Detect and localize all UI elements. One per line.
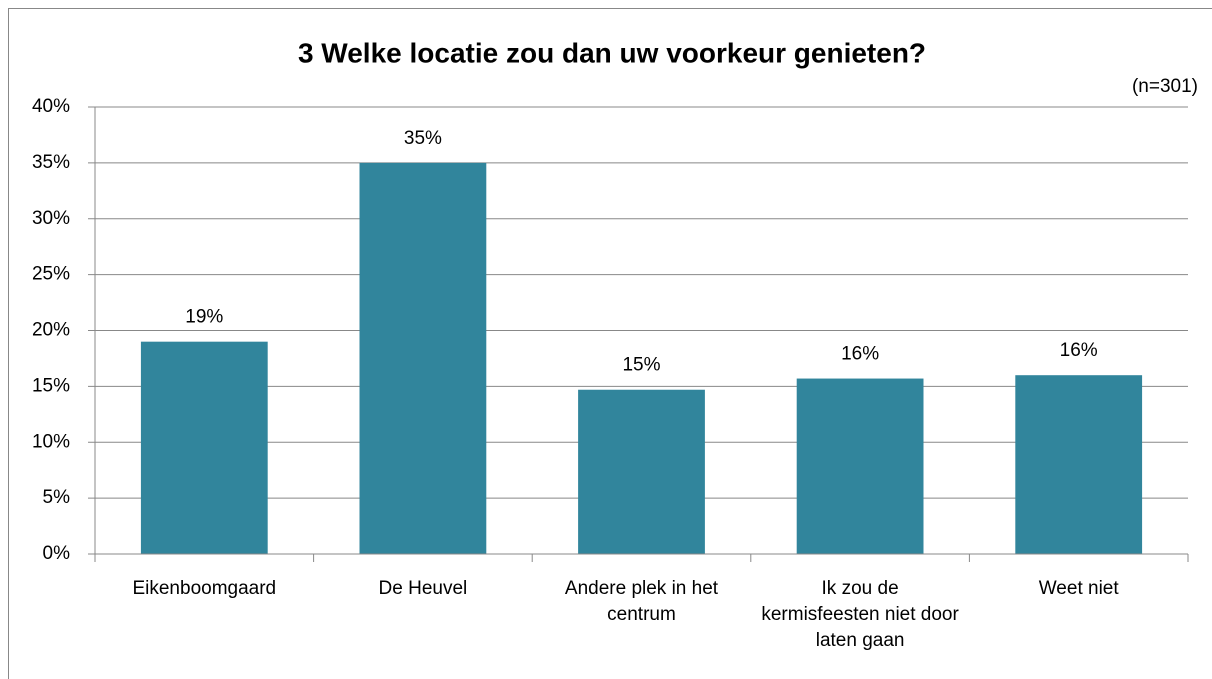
x-tick-label: Ik zou de kermisfeesten niet door laten … xyxy=(761,578,959,651)
y-tick-label: 30% xyxy=(32,208,70,229)
chart-title: 3 Welke locatie zou dan uw voorkeur geni… xyxy=(298,37,926,68)
x-tick-label: De Heuvel xyxy=(378,578,468,599)
y-tick-label: 40% xyxy=(32,96,70,117)
bar xyxy=(359,162,487,554)
x-tick-label: Eikenboomgaard xyxy=(132,578,277,599)
y-tick-label: 5% xyxy=(43,487,71,508)
chart-border xyxy=(8,8,1212,679)
bar xyxy=(796,378,924,554)
y-tick-label: 0% xyxy=(43,543,71,564)
bar xyxy=(578,389,705,554)
data-label: 35% xyxy=(404,128,442,149)
y-tick-label: 35% xyxy=(32,152,70,173)
x-tick-label: Andere plek in het centrum xyxy=(564,578,719,625)
bar xyxy=(1015,375,1143,554)
data-label: 16% xyxy=(1060,340,1098,361)
data-label: 19% xyxy=(185,307,223,328)
bar xyxy=(140,341,268,554)
y-tick-label: 15% xyxy=(32,375,70,396)
x-tick-label: Weet niet xyxy=(1038,578,1119,599)
chart-subtitle: (n=301) xyxy=(1132,76,1198,97)
data-label: 15% xyxy=(622,355,660,376)
y-tick-label: 20% xyxy=(32,320,70,341)
data-label: 16% xyxy=(841,344,879,365)
y-tick-label: 25% xyxy=(32,264,70,285)
y-tick-label: 10% xyxy=(32,431,70,452)
